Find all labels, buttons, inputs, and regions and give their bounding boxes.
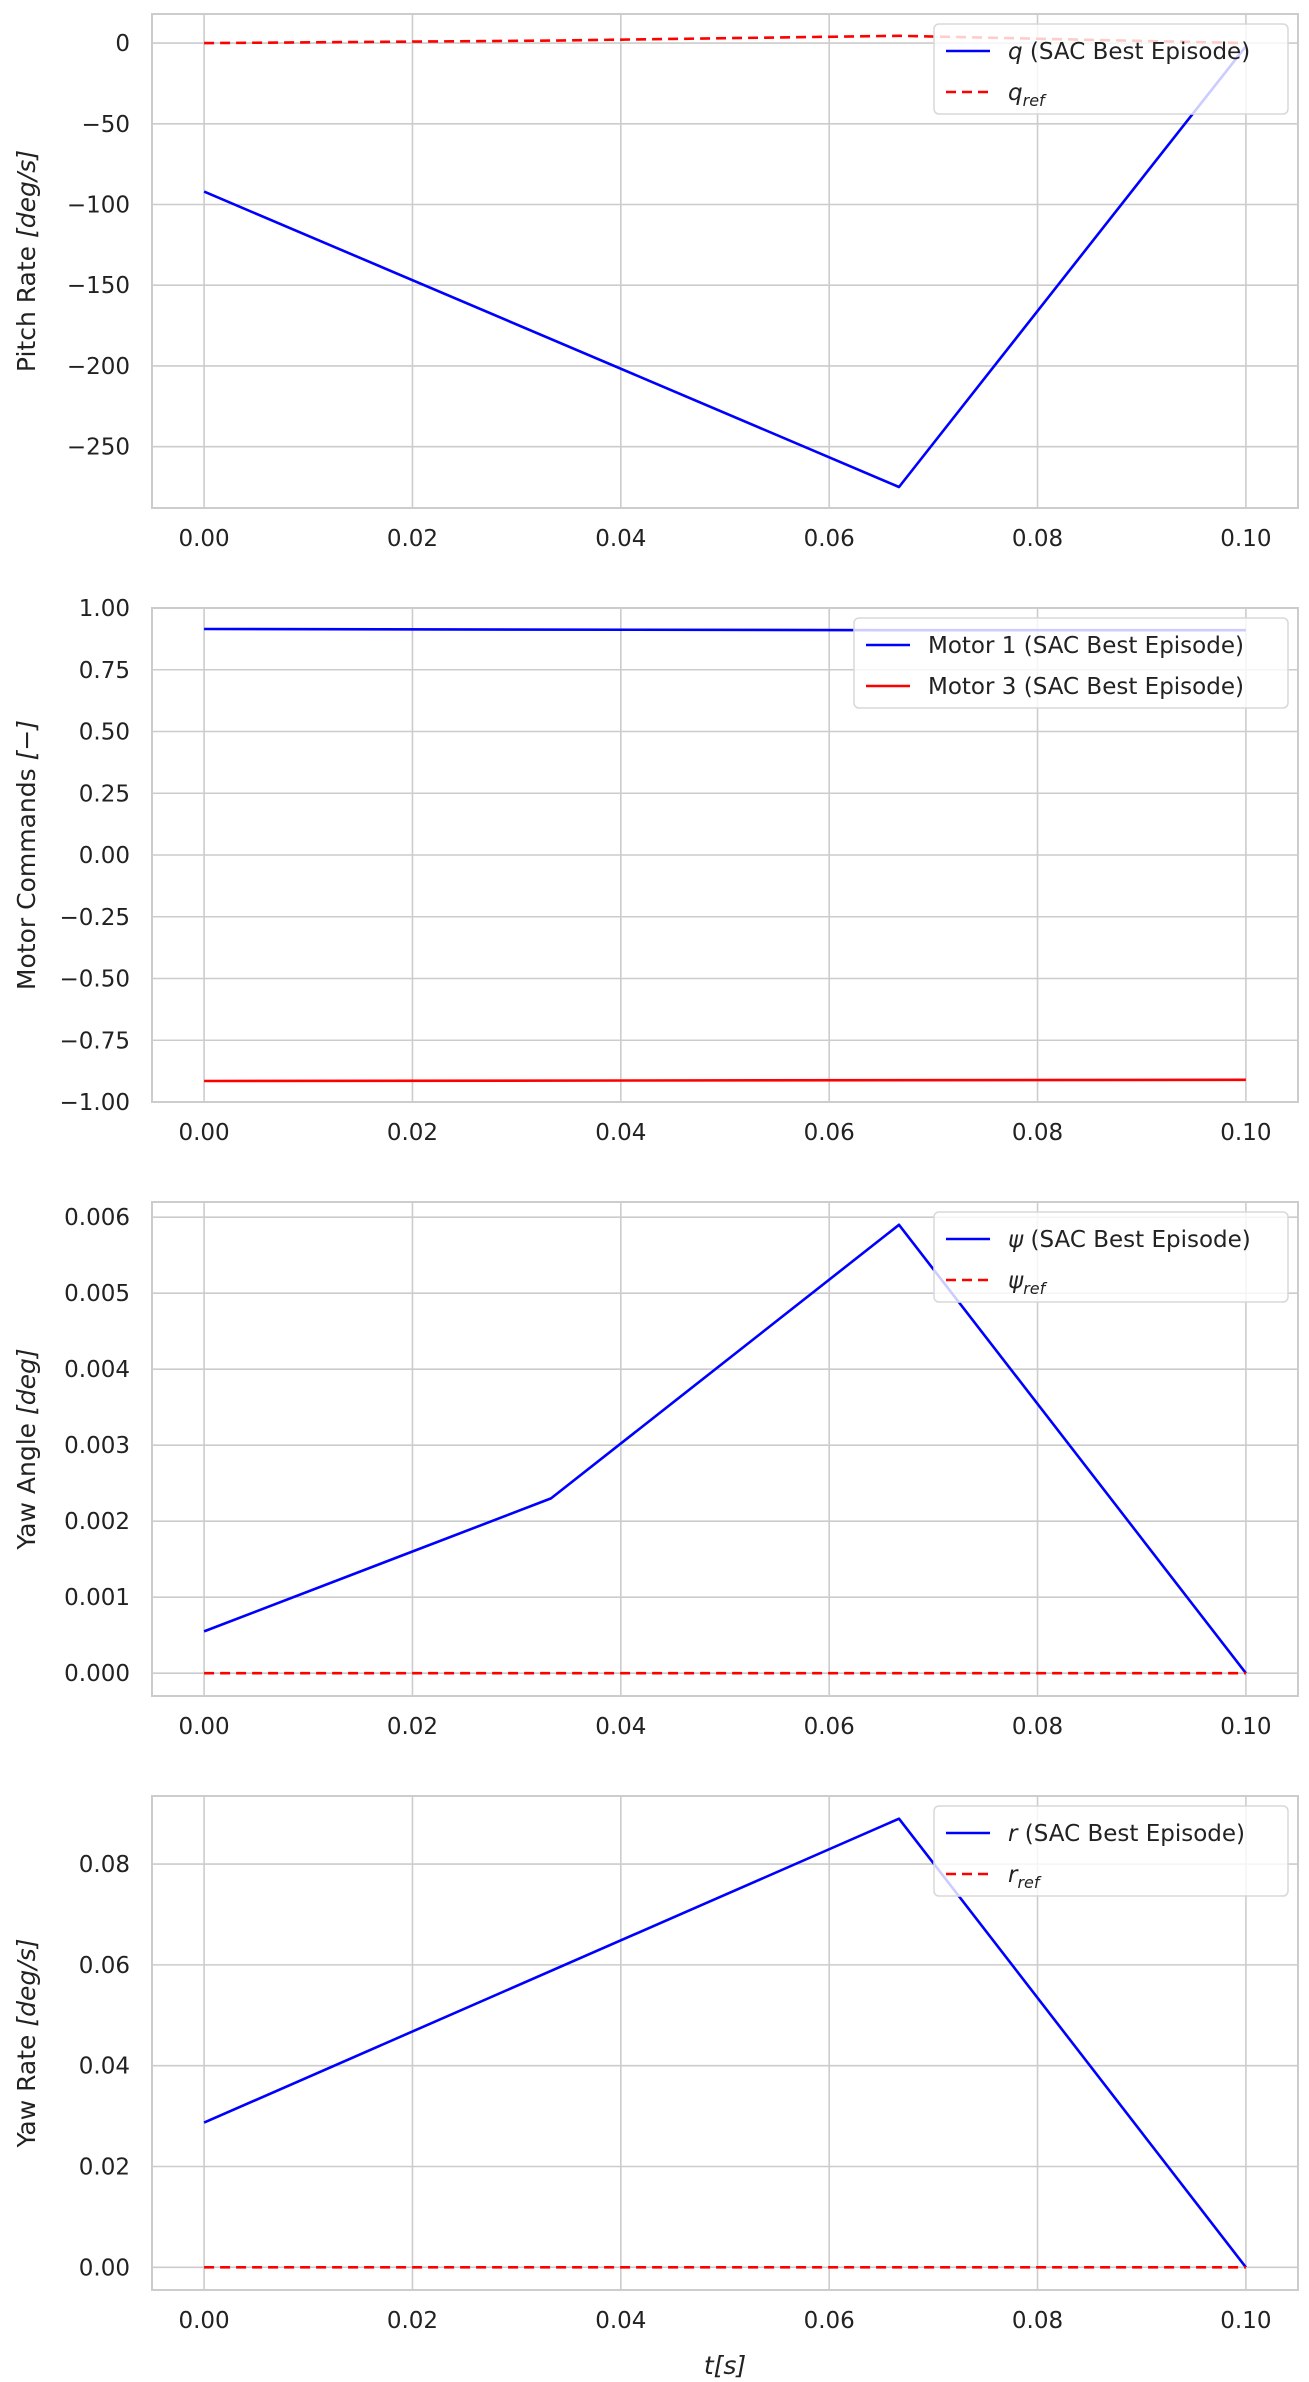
series-line-2 bbox=[204, 1078, 1246, 1083]
x-tick-label: 0.08 bbox=[1012, 1714, 1063, 1740]
x-tick-label: 0.08 bbox=[1012, 2308, 1063, 2334]
y-tick-label: 0 bbox=[115, 31, 130, 57]
y-tick-label: 0.003 bbox=[64, 1433, 130, 1459]
series-line-1 bbox=[203, 45, 1247, 489]
y-tick-label: −200 bbox=[67, 354, 130, 380]
legend-box bbox=[933, 1805, 1289, 1897]
x-axis-label: t[s] bbox=[704, 2351, 746, 2380]
y-axis-label: Pitch Rate [deg/s] bbox=[12, 150, 41, 372]
y-tick-label: −0.75 bbox=[60, 1028, 130, 1054]
x-tick-label: 0.04 bbox=[595, 2308, 646, 2334]
panel-2: 0.00 0.02 0.04 0.06 0.08 0.10 1.00 0.75 0.50 0.25… bbox=[12, 596, 1299, 1146]
series-line-1 bbox=[203, 1817, 1247, 2269]
y-tick-label: 0.02 bbox=[79, 2155, 130, 2181]
legend-entry: qref bbox=[1008, 80, 1047, 110]
y-tick-label: −150 bbox=[67, 273, 130, 299]
y-tick-label: −1.00 bbox=[60, 1090, 130, 1116]
y-tick-label: 1.00 bbox=[79, 596, 130, 622]
x-tick-label: 0.10 bbox=[1220, 2308, 1271, 2334]
panel-3: 0.00 0.02 0.04 0.06 0.08 0.10 0.006 0.005 0.004 0… bbox=[12, 1201, 1299, 1740]
legend-box bbox=[933, 23, 1289, 115]
y-tick-label: 0.000 bbox=[64, 1661, 130, 1687]
y-tick-label: 0.50 bbox=[79, 720, 130, 746]
legend-entry: q (SAC Best Episode) bbox=[1008, 39, 1250, 65]
legend-entry: r (SAC Best Episode) bbox=[1008, 1821, 1245, 1847]
x-tick-label: 0.02 bbox=[387, 1714, 438, 1740]
y-tick-label: 0.08 bbox=[79, 1852, 130, 1878]
legend-entry: ψref bbox=[1008, 1268, 1048, 1298]
x-tick-label: 0.08 bbox=[1012, 1120, 1063, 1146]
x-tick-label: 0.02 bbox=[387, 526, 438, 552]
x-tick-label: 0.04 bbox=[595, 1120, 646, 1146]
x-tick-label: 0.10 bbox=[1220, 1120, 1271, 1146]
y-tick-label: −0.25 bbox=[60, 905, 130, 931]
y-tick-label: −50 bbox=[81, 112, 130, 138]
x-tick-label: 0.10 bbox=[1220, 526, 1271, 552]
y-tick-label: 0.00 bbox=[79, 843, 130, 869]
legend-entry: Motor 1 (SAC Best Episode) bbox=[928, 633, 1244, 659]
y-tick-label: 0.004 bbox=[64, 1357, 130, 1383]
y-tick-label: 0.001 bbox=[64, 1585, 130, 1611]
x-tick-label: 0.08 bbox=[1012, 526, 1063, 552]
y-tick-label: 0.04 bbox=[79, 2054, 130, 2080]
legend-entry: ψ (SAC Best Episode) bbox=[1008, 1227, 1251, 1253]
x-tick-label: 0.00 bbox=[178, 1120, 229, 1146]
x-tick-label: 0.00 bbox=[178, 526, 229, 552]
plot-frame bbox=[151, 13, 1299, 509]
x-tick-label: 0.04 bbox=[595, 1714, 646, 1740]
x-tick-label: 0.04 bbox=[595, 526, 646, 552]
legend-entry: Motor 3 (SAC Best Episode) bbox=[928, 674, 1244, 700]
y-tick-label: 0.25 bbox=[79, 781, 130, 807]
legend-box bbox=[853, 617, 1289, 709]
y-tick-label: 0.75 bbox=[79, 658, 130, 684]
x-tick-label: 0.06 bbox=[804, 526, 855, 552]
y-tick-label: −100 bbox=[67, 192, 130, 218]
panel-4: 0.00 0.02 0.04 0.06 0.08 0.10 0.08 0.06 0.04 0.02… bbox=[12, 1795, 1299, 2334]
y-tick-label: 0.00 bbox=[79, 2255, 130, 2281]
x-tick-label: 0.06 bbox=[804, 2308, 855, 2334]
legend: Motor 1 (SAC Best Episode) Motor 3 (SAC B… bbox=[853, 617, 1289, 709]
y-tick-label: −250 bbox=[67, 435, 130, 461]
plot-frame bbox=[151, 1201, 1299, 1697]
y-axis-label: Yaw Angle [deg] bbox=[12, 1348, 41, 1550]
y-tick-label: 0.005 bbox=[64, 1281, 130, 1307]
plot-frame bbox=[151, 607, 1299, 1103]
x-tick-label: 0.06 bbox=[804, 1120, 855, 1146]
legend-box bbox=[933, 1211, 1289, 1303]
x-tick-label: 0.02 bbox=[387, 2308, 438, 2334]
legend: r (SAC Best Episode) rref bbox=[933, 1805, 1289, 1897]
x-tick-label: 0.00 bbox=[178, 2308, 229, 2334]
plot-frame bbox=[151, 1795, 1299, 2291]
y-axis-label: Motor Commands [−] bbox=[12, 720, 41, 990]
y-tick-label: 0.002 bbox=[64, 1509, 130, 1535]
legend: ψ (SAC Best Episode) ψref bbox=[933, 1211, 1289, 1303]
legend: q (SAC Best Episode) qref bbox=[933, 23, 1289, 115]
x-tick-label: 0.10 bbox=[1220, 1714, 1271, 1740]
legend-entry: rref bbox=[1008, 1862, 1042, 1892]
panel-1: 0.00 0.02 0.04 0.06 0.08 0.10 0 −50 −100 −150 −200… bbox=[12, 13, 1299, 552]
y-tick-label: 0.06 bbox=[79, 1953, 130, 1979]
y-tick-label: 0.006 bbox=[64, 1205, 130, 1231]
x-tick-label: 0.06 bbox=[804, 1714, 855, 1740]
y-axis-label: Yaw Rate [deg/s] bbox=[12, 1939, 41, 2149]
series-line-1 bbox=[203, 1223, 1247, 1674]
y-tick-label: −0.50 bbox=[60, 967, 130, 993]
x-tick-label: 0.00 bbox=[178, 1714, 229, 1740]
x-tick-label: 0.02 bbox=[387, 1120, 438, 1146]
